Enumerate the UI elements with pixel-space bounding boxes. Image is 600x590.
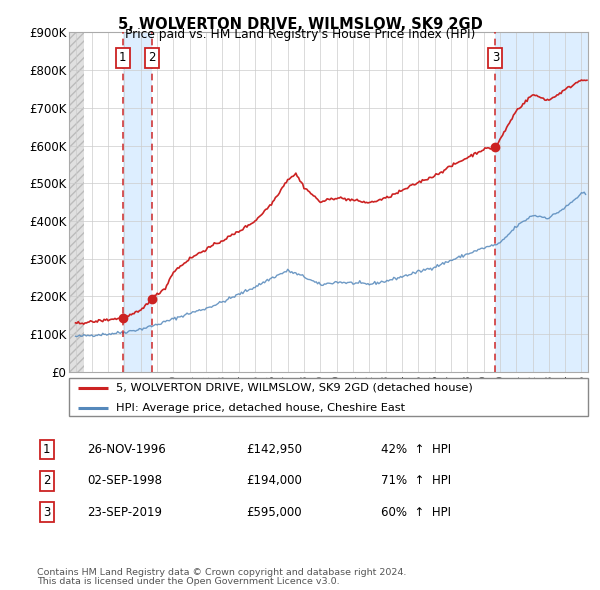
Bar xyxy=(581,32,588,372)
Bar xyxy=(69,32,83,372)
FancyBboxPatch shape xyxy=(69,378,588,416)
Text: 26-NOV-1996: 26-NOV-1996 xyxy=(87,443,166,456)
Text: Contains HM Land Registry data © Crown copyright and database right 2024.: Contains HM Land Registry data © Crown c… xyxy=(37,568,407,577)
Text: 1: 1 xyxy=(119,51,127,64)
Text: 3: 3 xyxy=(492,51,499,64)
Text: 3: 3 xyxy=(43,506,50,519)
Text: £142,950: £142,950 xyxy=(246,443,302,456)
Text: 5, WOLVERTON DRIVE, WILMSLOW, SK9 2GD (detached house): 5, WOLVERTON DRIVE, WILMSLOW, SK9 2GD (d… xyxy=(116,383,472,393)
Text: Price paid vs. HM Land Registry's House Price Index (HPI): Price paid vs. HM Land Registry's House … xyxy=(125,28,475,41)
Text: 42%  ↑  HPI: 42% ↑ HPI xyxy=(381,443,451,456)
Text: 1: 1 xyxy=(43,443,50,456)
Text: 02-SEP-1998: 02-SEP-1998 xyxy=(87,474,162,487)
Text: £194,000: £194,000 xyxy=(246,474,302,487)
Text: HPI: Average price, detached house, Cheshire East: HPI: Average price, detached house, Ches… xyxy=(116,404,405,413)
Text: 23-SEP-2019: 23-SEP-2019 xyxy=(87,506,162,519)
Text: £595,000: £595,000 xyxy=(246,506,302,519)
Text: 2: 2 xyxy=(43,474,50,487)
Text: 2: 2 xyxy=(148,51,155,64)
Bar xyxy=(496,32,588,372)
Text: 5, WOLVERTON DRIVE, WILMSLOW, SK9 2GD: 5, WOLVERTON DRIVE, WILMSLOW, SK9 2GD xyxy=(118,17,482,31)
Text: This data is licensed under the Open Government Licence v3.0.: This data is licensed under the Open Gov… xyxy=(37,578,340,586)
Text: 71%  ↑  HPI: 71% ↑ HPI xyxy=(381,474,451,487)
Bar xyxy=(123,32,152,372)
Text: 60%  ↑  HPI: 60% ↑ HPI xyxy=(381,506,451,519)
